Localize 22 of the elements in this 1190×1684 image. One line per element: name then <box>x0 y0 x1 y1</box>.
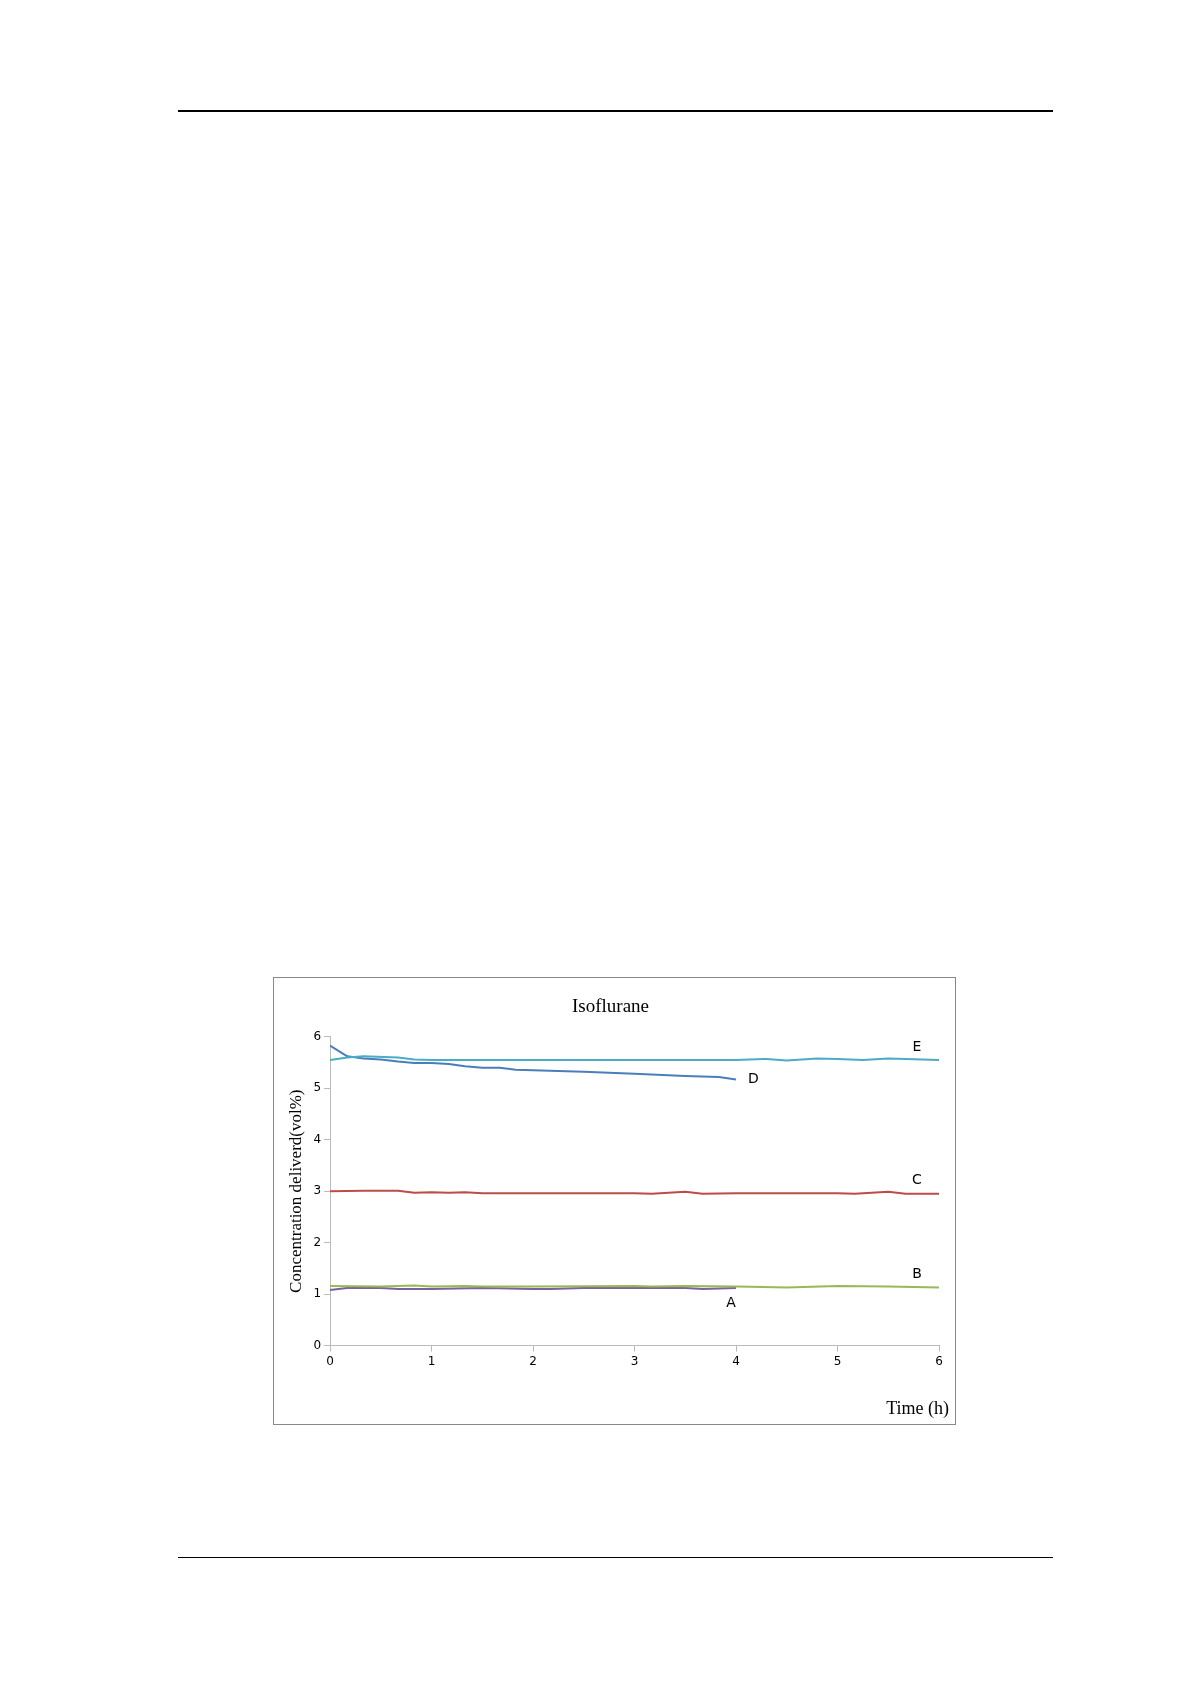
series-label: B <box>912 1265 922 1282</box>
y-tick-label: 1 <box>313 1286 322 1301</box>
series-label: E <box>912 1037 922 1054</box>
y-tick-label: 5 <box>313 1080 322 1095</box>
y-tick-label: 6 <box>313 1028 322 1043</box>
x-tick-label: 3 <box>630 1353 639 1368</box>
x-tick-label: 0 <box>326 1353 334 1368</box>
x-tick-label: 4 <box>732 1353 740 1368</box>
y-tick-label: 3 <box>313 1183 322 1198</box>
series-label: A <box>726 1293 737 1310</box>
series-label: D <box>748 1070 759 1087</box>
x-tick-label: 6 <box>935 1353 943 1368</box>
y-tick-label: 0 <box>313 1337 322 1352</box>
y-tick-label: 4 <box>313 1131 322 1146</box>
x-axis-title: Time (h) <box>886 1397 949 1419</box>
x-tick-label: 2 <box>529 1353 537 1368</box>
x-tick-label: 5 <box>833 1353 842 1368</box>
chart-title: Isoflurane <box>571 995 650 1017</box>
y-axis-title: Concentration deliverd(vol%) <box>285 1089 305 1293</box>
y-tick-label: 2 <box>313 1234 322 1249</box>
series-label: C <box>912 1171 923 1188</box>
x-tick-label: 1 <box>427 1353 436 1368</box>
